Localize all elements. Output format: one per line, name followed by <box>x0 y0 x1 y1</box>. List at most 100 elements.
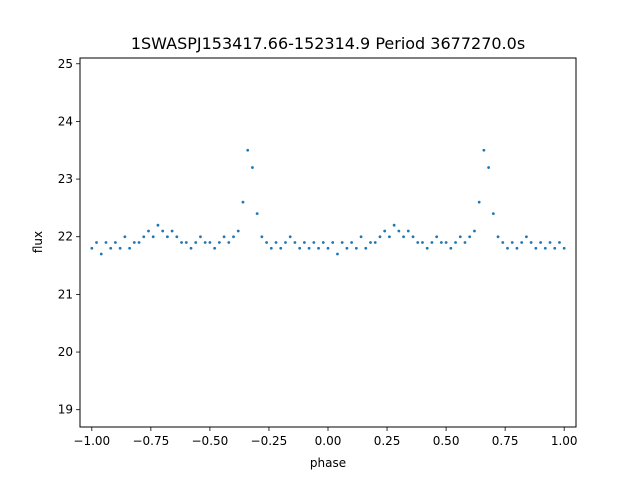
data-point <box>369 241 372 244</box>
x-tick-label: 1.00 <box>551 434 578 448</box>
x-tick-label: 0.00 <box>315 434 342 448</box>
data-point <box>321 241 325 244</box>
data-point <box>194 241 198 244</box>
data-point <box>109 246 113 250</box>
x-tick-label: −0.50 <box>192 434 229 448</box>
data-point <box>260 235 264 239</box>
data-point <box>293 241 297 244</box>
y-tick-label: 21 <box>58 287 73 301</box>
data-point <box>510 241 514 244</box>
data-point <box>364 246 368 250</box>
data-point <box>520 241 524 244</box>
data-point <box>227 241 231 244</box>
data-point <box>529 241 533 244</box>
data-point <box>548 241 552 244</box>
y-tick-label: 22 <box>58 230 73 244</box>
data-point <box>184 241 188 244</box>
data-point <box>402 235 405 239</box>
data-point <box>203 241 207 244</box>
data-point <box>189 246 193 250</box>
data-point <box>354 246 358 250</box>
y-tick-label: 20 <box>58 345 73 359</box>
data-point <box>553 246 557 250</box>
data-point <box>161 229 165 233</box>
y-tick-label: 23 <box>58 172 73 186</box>
data-point <box>95 241 98 244</box>
data-point <box>562 246 566 250</box>
data-point <box>156 223 160 227</box>
data-point <box>406 229 410 233</box>
data-point <box>213 246 217 250</box>
data-point <box>331 241 335 244</box>
data-point <box>312 241 316 244</box>
data-point <box>534 246 538 250</box>
data-point <box>90 246 94 250</box>
data-point <box>265 241 268 244</box>
data-point <box>217 241 221 244</box>
x-tick-label: −1.00 <box>73 434 110 448</box>
data-point <box>501 241 505 244</box>
data-point <box>482 148 486 152</box>
x-tick-label: 0.50 <box>433 434 460 448</box>
data-point <box>458 235 462 239</box>
data-point <box>425 246 429 250</box>
y-axis-label: flux <box>31 231 45 253</box>
data-point <box>388 235 391 239</box>
data-point <box>302 241 306 244</box>
data-point <box>411 235 415 239</box>
data-point <box>340 241 344 244</box>
data-point <box>317 246 320 250</box>
data-point <box>468 235 472 239</box>
data-point <box>284 241 287 244</box>
data-point <box>151 235 155 239</box>
data-point <box>477 200 481 204</box>
data-point <box>170 229 174 233</box>
data-point <box>345 246 349 250</box>
data-point <box>359 235 363 239</box>
data-point <box>199 235 202 239</box>
data-point <box>274 241 278 244</box>
x-tick-label: 0.75 <box>492 434 519 448</box>
data-point <box>543 246 547 250</box>
data-point <box>373 241 377 244</box>
data-point <box>435 235 439 239</box>
data-point <box>118 246 122 250</box>
data-point <box>463 241 467 244</box>
data-point <box>444 241 448 244</box>
data-point <box>104 241 108 244</box>
data-point <box>421 241 424 244</box>
data-point <box>246 148 250 152</box>
data-point <box>175 235 179 239</box>
x-tick-label: 0.25 <box>374 434 401 448</box>
data-point <box>232 235 235 239</box>
data-point <box>558 241 561 244</box>
data-point <box>383 229 387 233</box>
data-point <box>378 235 382 239</box>
data-point <box>439 241 443 244</box>
data-point <box>454 241 457 244</box>
data-points <box>90 148 566 256</box>
data-point <box>180 241 183 244</box>
data-point <box>251 166 254 169</box>
x-axis-ticks: −1.00 −0.75 −0.50 −0.25 0.00 0.25 0.50 0.75 1.00 <box>73 427 578 448</box>
data-point <box>132 241 136 244</box>
data-point <box>137 241 141 244</box>
data-point <box>123 235 127 239</box>
x-tick-label: −0.25 <box>251 434 288 448</box>
y-tick-label: 19 <box>58 403 73 417</box>
data-point <box>165 235 169 239</box>
x-tick-label: −0.75 <box>132 434 169 448</box>
data-point <box>397 229 401 233</box>
data-point <box>539 241 542 244</box>
data-point <box>515 246 519 250</box>
data-point <box>336 252 339 256</box>
plot-frame <box>79 57 577 428</box>
data-point <box>147 229 150 233</box>
data-point <box>236 229 240 233</box>
data-point <box>326 246 330 250</box>
data-point <box>416 241 420 244</box>
data-point <box>392 223 396 227</box>
